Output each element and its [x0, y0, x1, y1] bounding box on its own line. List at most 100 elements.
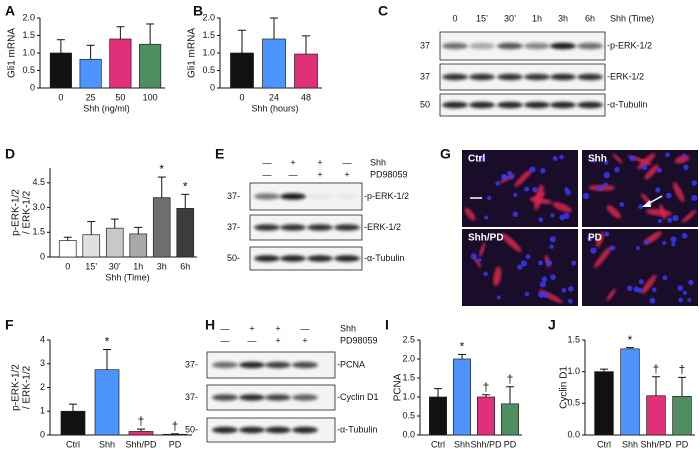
- blot-band: [307, 224, 333, 231]
- band-label: -α-Tubulin: [337, 424, 377, 434]
- nucleus: [691, 180, 698, 186]
- blot-band: [292, 426, 318, 434]
- molecular-weight: 50: [420, 99, 430, 109]
- y-tick-label: 1.0: [22, 47, 35, 57]
- nucleus: [688, 279, 694, 286]
- treatment-sign: +: [317, 157, 322, 167]
- panel-label: F: [5, 317, 14, 333]
- nucleus: [542, 291, 549, 298]
- molecular-weight: 37-: [227, 191, 240, 201]
- bar: [294, 53, 318, 89]
- nucleus: [571, 260, 577, 266]
- nucleus: [687, 297, 692, 302]
- nucleus: [564, 187, 569, 192]
- nucleus: [629, 155, 636, 162]
- nucleus: [591, 158, 596, 163]
- blot-band: [524, 101, 550, 109]
- x-tick-label: 48: [301, 92, 311, 102]
- cell: [534, 184, 544, 211]
- bar: [594, 371, 614, 436]
- molecular-weight: 50-: [227, 253, 240, 263]
- bar: [230, 52, 254, 89]
- blot-band: [334, 224, 360, 231]
- panel-label: G: [440, 146, 451, 162]
- bar: [129, 233, 148, 258]
- nucleus: [587, 235, 593, 242]
- treatment-sign: +: [344, 169, 349, 179]
- blot-band: [469, 101, 495, 109]
- lane-label: 15’: [476, 13, 488, 23]
- panel-label: H: [205, 317, 215, 333]
- significance-marker: †: [483, 380, 490, 394]
- blot-band: [292, 361, 318, 369]
- micrograph: Shh: [582, 150, 698, 227]
- nucleus: [559, 154, 564, 160]
- treatment-sign: —: [301, 323, 310, 333]
- x-tick-label: Shh: [99, 439, 115, 449]
- nucleus: [520, 260, 527, 267]
- y-tick-label: 1.5: [567, 334, 580, 344]
- cell: [659, 204, 667, 220]
- nucleus: [529, 166, 536, 173]
- nucleus: [671, 242, 676, 247]
- x-tick-label: 0: [65, 261, 70, 271]
- bar: [453, 358, 471, 436]
- nucleus: [603, 160, 609, 165]
- blot-band: [292, 394, 318, 401]
- blot-band: [442, 101, 468, 109]
- panel-label: A: [5, 3, 15, 19]
- panel-label: J: [548, 317, 556, 333]
- y-tick-label: 0.5: [22, 65, 35, 75]
- molecular-weight: 37: [420, 40, 430, 50]
- nucleus: [478, 155, 486, 162]
- x-axis-title: Shh (Time): [105, 272, 149, 282]
- nucleus: [495, 181, 501, 186]
- blot-band: [550, 101, 576, 109]
- bar: [672, 396, 692, 436]
- nucleus: [516, 264, 523, 270]
- micrograph-label: Ctrl: [468, 154, 485, 165]
- cell: [479, 242, 486, 257]
- micrograph-label: Shh: [588, 154, 607, 165]
- blot-band: [239, 394, 265, 401]
- significance-marker: †: [138, 414, 145, 428]
- y-tick-label: 2.5: [402, 334, 415, 344]
- nucleus: [496, 295, 501, 300]
- cell: [493, 266, 502, 287]
- panel-label: E: [215, 146, 224, 162]
- band-label: -α-Tubulin: [364, 253, 404, 263]
- nucleus: [649, 297, 656, 304]
- x-tick-label: PD: [504, 439, 517, 449]
- nucleus: [546, 259, 553, 267]
- blot-band: [265, 426, 291, 434]
- bar: [128, 431, 154, 436]
- band-label: -α-Tubulin: [607, 99, 647, 109]
- blot-band: [239, 426, 265, 434]
- nucleus: [568, 286, 574, 292]
- nucleus: [567, 298, 573, 304]
- blot-band: [497, 101, 523, 109]
- micrograph: Shh/PD: [462, 229, 578, 306]
- y-tick-label: 1.0: [567, 366, 580, 376]
- y-tick-label: 1.0: [202, 47, 215, 57]
- y-tick-label: 0.5: [567, 398, 580, 408]
- nucleus: [662, 275, 668, 281]
- nucleus: [549, 244, 554, 249]
- cell: [501, 233, 522, 252]
- arrow-head: [642, 200, 651, 207]
- band-label: -ERK-1/2: [364, 222, 401, 232]
- nucleus: [524, 291, 530, 297]
- nucleus: [678, 297, 684, 303]
- treatment-sign: +: [249, 323, 254, 333]
- nucleus: [508, 173, 515, 180]
- blot-band: [307, 255, 333, 262]
- y-tick-label: 0.5: [202, 65, 215, 75]
- nucleus: [655, 187, 661, 193]
- y-tick-label: 2.0: [202, 12, 215, 22]
- treatment-sign: —: [248, 335, 257, 345]
- blot-band: [577, 73, 603, 81]
- nucleus: [665, 192, 672, 199]
- y-axis-title: Gli1 mRNA: [187, 28, 198, 78]
- nucleus: [541, 276, 548, 282]
- cell: [552, 202, 572, 213]
